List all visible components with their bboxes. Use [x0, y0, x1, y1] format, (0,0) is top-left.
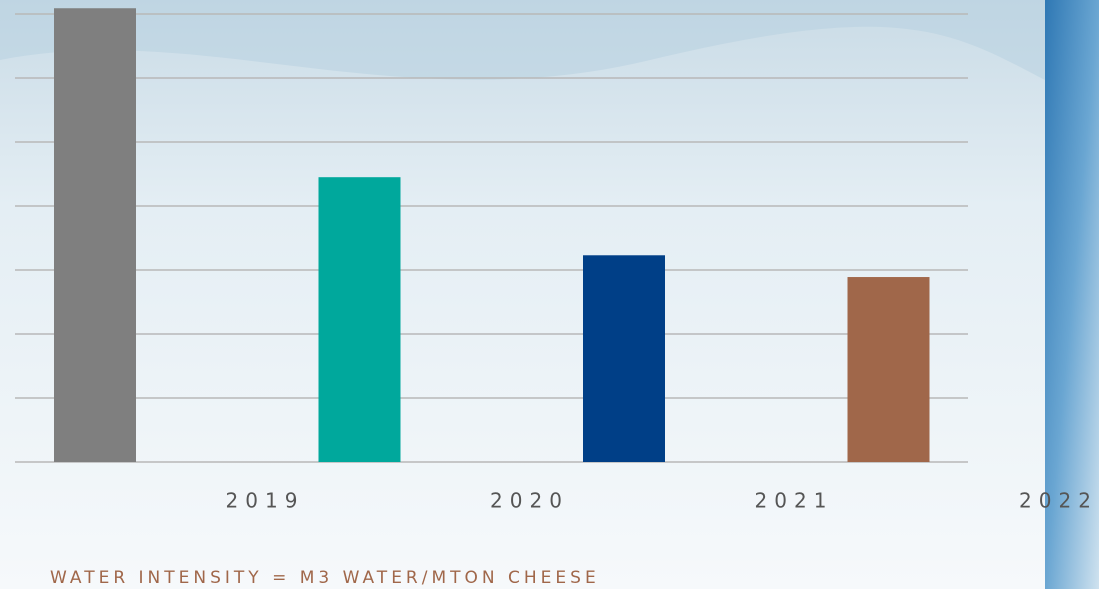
x-tick-label: 2021: [755, 489, 834, 513]
bar: [54, 8, 136, 462]
chart: 2019 2020 2021 2022 WATER INTENSITY = M3 WAT…: [0, 0, 1099, 589]
bar: [319, 177, 401, 462]
bar: [848, 277, 930, 462]
x-tick-label: 2020: [490, 489, 569, 513]
x-tick-label: 2022: [1019, 489, 1098, 513]
x-tick-label: 2019: [226, 489, 305, 513]
note: WATER INTENSITY = M3 WATER/MTON CHEESE: [50, 568, 600, 588]
bar: [583, 255, 665, 462]
